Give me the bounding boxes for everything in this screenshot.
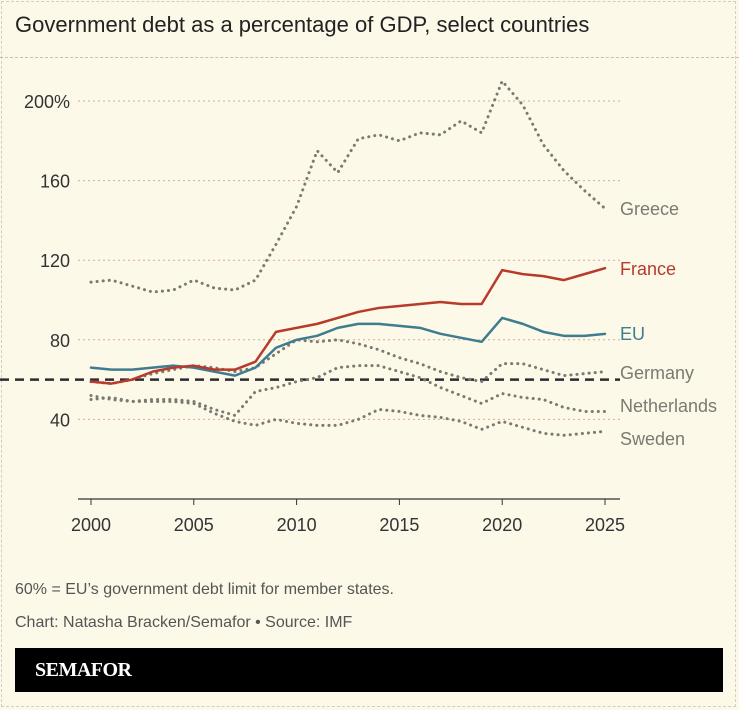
chart-title: Government debt as a percentage of GDP, … — [15, 12, 590, 37]
series-line-netherlands — [89, 364, 607, 417]
x-tick-label: 2000 — [71, 515, 111, 535]
title-divider — [0, 57, 739, 58]
x-tick-label: 2010 — [277, 515, 317, 535]
x-tick-label: 2015 — [379, 515, 419, 535]
series-label-netherlands: Netherlands — [620, 396, 717, 416]
y-tick-label: 40 — [50, 410, 70, 430]
y-tick-label: 160 — [40, 172, 70, 192]
series-line-germany — [89, 338, 607, 386]
y-tick-label: 200% — [24, 92, 70, 112]
y-tick-label: 80 — [50, 331, 70, 351]
series-label-france: France — [620, 259, 676, 279]
series-line-sweden — [89, 396, 607, 437]
footnote: 60% = EU’s government debt limit for mem… — [15, 581, 394, 598]
series-label-germany: Germany — [620, 363, 694, 383]
x-tick-label: 2025 — [585, 515, 625, 535]
series-line-france — [89, 266, 607, 385]
credit: Chart: Natasha Bracken/Semafor • Source:… — [15, 614, 353, 631]
series-label-greece: Greece — [620, 199, 679, 219]
x-tick-label: 2020 — [482, 515, 522, 535]
y-tick-label: 120 — [40, 251, 70, 271]
line-chart: 40 80 120 160 200% 2000 2005 2010 2015 2020 2025 Gr… — [0, 79, 717, 535]
x-tick-label: 2005 — [174, 515, 214, 535]
series-line-eu — [89, 316, 607, 377]
brand-bar: SEMAFOR — [15, 648, 723, 692]
brand-logo: SEMAFOR — [35, 659, 132, 681]
series-label-eu: EU — [620, 324, 645, 344]
series-line-greece — [89, 79, 607, 294]
series-label-sweden: Sweden — [620, 429, 685, 449]
